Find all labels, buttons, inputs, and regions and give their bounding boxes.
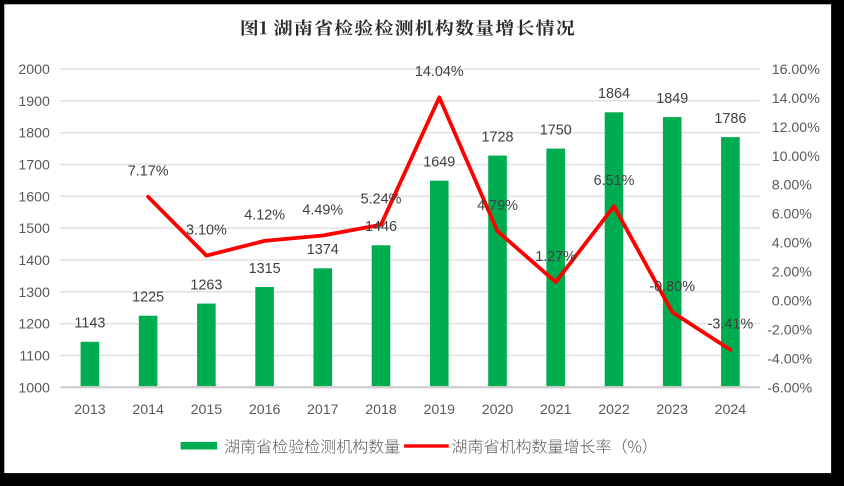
svg-text:14.04%: 14.04% xyxy=(415,64,464,80)
svg-text:1000: 1000 xyxy=(18,380,50,396)
svg-text:6.51%: 6.51% xyxy=(594,173,635,189)
svg-text:1143: 1143 xyxy=(74,316,105,332)
svg-text:2019: 2019 xyxy=(424,402,456,418)
svg-text:4.00%: 4.00% xyxy=(772,236,813,252)
svg-text:2016: 2016 xyxy=(249,402,281,418)
svg-text:12.00%: 12.00% xyxy=(772,120,821,136)
svg-text:8.00%: 8.00% xyxy=(772,178,813,194)
svg-text:5.24%: 5.24% xyxy=(361,192,402,208)
svg-text:-3.41%: -3.41% xyxy=(708,317,754,333)
svg-text:2018: 2018 xyxy=(365,402,397,418)
svg-text:14.00%: 14.00% xyxy=(772,91,821,107)
svg-text:1849: 1849 xyxy=(656,91,688,107)
svg-text:-0.80%: -0.80% xyxy=(649,279,695,295)
svg-text:2024: 2024 xyxy=(715,402,747,418)
svg-text:1225: 1225 xyxy=(132,290,164,306)
svg-text:16.00%: 16.00% xyxy=(772,62,821,78)
svg-text:2021: 2021 xyxy=(540,402,572,418)
svg-text:2000: 2000 xyxy=(18,62,50,78)
svg-text:1800: 1800 xyxy=(18,126,50,142)
svg-text:1750: 1750 xyxy=(540,123,572,139)
svg-text:2013: 2013 xyxy=(74,402,106,418)
svg-text:-6.00%: -6.00% xyxy=(767,380,812,396)
svg-text:1100: 1100 xyxy=(19,349,50,365)
svg-text:2015: 2015 xyxy=(191,402,223,418)
svg-text:10.00%: 10.00% xyxy=(772,149,821,165)
svg-text:1374: 1374 xyxy=(307,242,339,258)
svg-text:1446: 1446 xyxy=(365,219,397,235)
svg-text:1600: 1600 xyxy=(18,189,50,205)
svg-text:-4.00%: -4.00% xyxy=(767,351,812,367)
svg-text:1263: 1263 xyxy=(190,278,222,294)
svg-text:-2.00%: -2.00% xyxy=(767,322,812,338)
svg-text:2014: 2014 xyxy=(132,402,164,418)
svg-text:3.10%: 3.10% xyxy=(186,222,227,238)
svg-text:7.17%: 7.17% xyxy=(128,164,169,180)
svg-text:1.27%: 1.27% xyxy=(535,249,576,265)
svg-text:1500: 1500 xyxy=(18,221,50,237)
svg-text:1728: 1728 xyxy=(481,130,513,146)
svg-text:2023: 2023 xyxy=(656,402,688,418)
svg-text:2.00%: 2.00% xyxy=(772,265,813,281)
svg-text:1700: 1700 xyxy=(18,158,50,174)
svg-text:4.79%: 4.79% xyxy=(477,198,518,214)
svg-text:1864: 1864 xyxy=(598,86,630,102)
svg-text:4.12%: 4.12% xyxy=(244,208,285,224)
svg-text:1900: 1900 xyxy=(18,94,50,110)
svg-text:1400: 1400 xyxy=(18,253,50,269)
svg-text:1315: 1315 xyxy=(249,261,281,277)
svg-text:4.49%: 4.49% xyxy=(302,202,343,218)
svg-text:2020: 2020 xyxy=(482,402,514,418)
svg-text:6.00%: 6.00% xyxy=(772,207,813,223)
svg-text:1786: 1786 xyxy=(714,111,746,127)
svg-text:1649: 1649 xyxy=(423,155,455,171)
svg-text:1300: 1300 xyxy=(18,285,50,301)
svg-text:2022: 2022 xyxy=(598,402,630,418)
svg-text:2017: 2017 xyxy=(307,402,339,418)
svg-text:0.00%: 0.00% xyxy=(772,294,813,310)
svg-text:1200: 1200 xyxy=(18,317,50,333)
